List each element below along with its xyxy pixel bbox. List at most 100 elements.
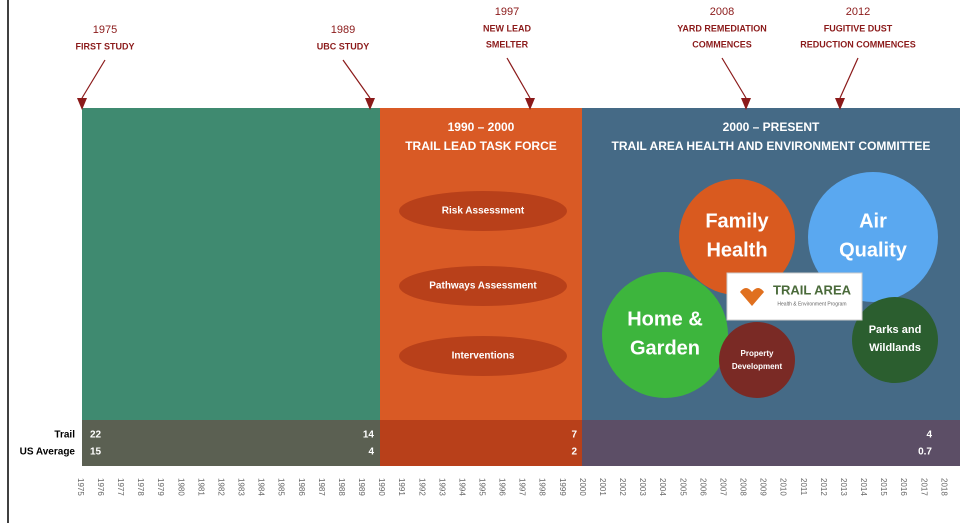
event-label: REDUCTION COMMENCES (800, 39, 916, 49)
year-label: 2008 (739, 478, 748, 496)
items (399, 191, 567, 376)
program-label: Family (705, 210, 769, 232)
program-label: Health (706, 239, 767, 261)
year-label: 1978 (136, 478, 145, 496)
year-label: 1998 (538, 478, 547, 496)
year-label: 1987 (317, 478, 326, 496)
year-label: 1976 (96, 478, 105, 496)
event-label: COMMENCES (692, 39, 752, 49)
program-circle (679, 179, 795, 295)
period-years: 1990 – 2000 (448, 120, 515, 134)
year-label: 2017 (919, 478, 928, 496)
arrow-heads (77, 98, 845, 110)
program-label: Quality (839, 239, 908, 261)
year-label: 2001 (598, 478, 607, 496)
year-label: 2005 (678, 478, 687, 496)
item-label: Risk Assessment (442, 206, 525, 217)
period-panel (82, 108, 380, 420)
year-label: 1981 (196, 478, 205, 496)
row-label: US Average (20, 447, 76, 458)
program-circle (719, 322, 795, 398)
program-circle (602, 272, 728, 398)
year-label: 1996 (498, 478, 507, 496)
year-label: 2018 (939, 478, 948, 496)
event-label: FUGITIVE DUST (824, 23, 893, 33)
logo-title: TRAIL AREA (773, 282, 852, 297)
year-label: 1980 (176, 478, 185, 496)
table-band (82, 420, 380, 466)
table-value: 0.7 (918, 447, 932, 458)
program-label: Home & (627, 308, 703, 330)
program-label: Parks and (869, 324, 922, 336)
arrows (81, 57, 859, 99)
year-label: 1994 (457, 478, 466, 496)
year-label: 1982 (216, 478, 225, 496)
year-label: 2002 (618, 478, 627, 496)
year-label: 2003 (638, 478, 647, 496)
table-band (380, 420, 582, 466)
program-label: Garden (630, 337, 700, 359)
program-label: Wildlands (869, 342, 921, 354)
event-year: 1997 (495, 6, 519, 18)
year-label: 1988 (337, 478, 346, 496)
year-label: 1985 (277, 478, 286, 496)
year-label: 1992 (417, 478, 426, 496)
event-label: NEW LEAD (483, 23, 531, 33)
table-value: 4 (926, 430, 932, 441)
year-label: 1983 (237, 478, 246, 496)
table-value: 2 (571, 447, 577, 458)
year-label: 1997 (518, 478, 527, 496)
table-band (582, 420, 960, 466)
event-label: UBC STUDY (317, 41, 370, 51)
year-label: 1991 (397, 478, 406, 496)
logo-subtitle: Health & Environment Program (777, 301, 846, 307)
event-label: YARD REMEDIATION (677, 23, 767, 33)
logo-icon (740, 288, 764, 306)
year-label: 2012 (819, 478, 828, 496)
event-year: 1975 (93, 24, 117, 36)
table-value: 22 (90, 430, 102, 441)
program-circle (852, 297, 938, 383)
period-title: TRAIL AREA HEALTH AND ENVIRONMENT COMMIT… (612, 139, 931, 153)
program-circle (808, 172, 938, 302)
period-title: TRAIL LEAD TASK FORCE (405, 139, 557, 153)
event-year: 1989 (331, 24, 355, 36)
year-label: 2016 (899, 478, 908, 496)
year-label: 2010 (779, 478, 788, 496)
labels: 1975 FIRST STUDY 1989 UBC STUDY 1997 NEW LEAD… (20, 6, 960, 496)
year-label: 2014 (859, 478, 868, 496)
year-label: 1984 (257, 478, 266, 496)
row-label: Trail (54, 430, 75, 441)
item-label: Pathways Assessment (429, 281, 537, 292)
event-label: FIRST STUDY (75, 41, 134, 51)
year-label: 1986 (297, 478, 306, 496)
event-year: 2012 (846, 6, 870, 18)
year-label: 2009 (759, 478, 768, 496)
year-label: 2011 (799, 478, 808, 496)
table-value: 4 (368, 447, 374, 458)
year-label: 1995 (477, 478, 486, 496)
item-label: Interventions (452, 351, 515, 362)
program-label: Property (741, 349, 774, 358)
program-label: Air (859, 210, 887, 232)
year-label: 2015 (879, 478, 888, 496)
year-label: 1993 (437, 478, 446, 496)
program-label: Development (732, 362, 783, 371)
year-label: 1999 (558, 478, 567, 496)
year-label: 1990 (377, 478, 386, 496)
year-label: 1989 (357, 478, 366, 496)
period-years: 2000 – PRESENT (723, 120, 820, 134)
year-label: 1975 (76, 478, 85, 496)
year-label: 2000 (578, 478, 587, 496)
year-label: 2007 (718, 478, 727, 496)
event-year: 2008 (710, 6, 734, 18)
table-value: 7 (571, 430, 577, 441)
year-label: 1977 (116, 478, 125, 496)
table-value: 15 (90, 447, 102, 458)
year-label: 2013 (839, 478, 848, 496)
event-label: SMELTER (486, 39, 529, 49)
year-label: 1979 (156, 478, 165, 496)
year-label: 2006 (698, 478, 707, 496)
table-value: 14 (363, 430, 375, 441)
